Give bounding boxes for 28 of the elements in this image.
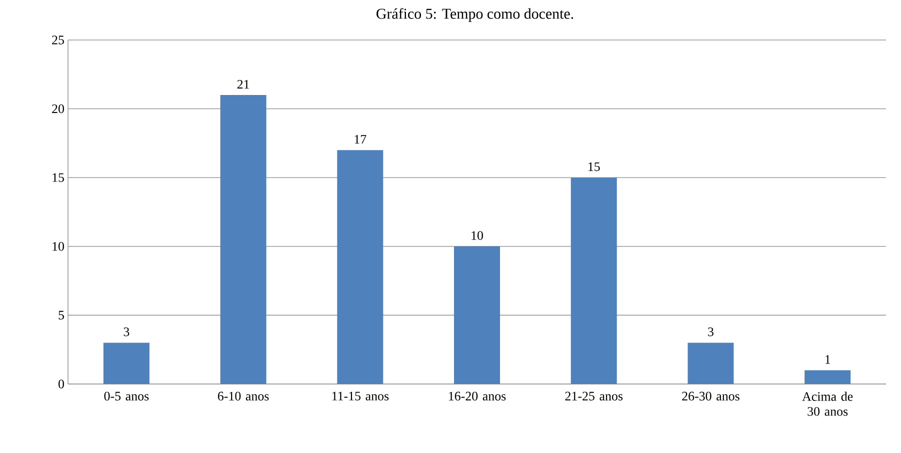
x-tick-label: 11-15 anos <box>332 392 389 400</box>
y-tick-label: 10 <box>52 242 64 251</box>
data-label: 10 <box>472 231 483 240</box>
x-tick-label: 16-20 anos <box>449 392 506 400</box>
bar <box>454 246 500 384</box>
data-label: 1 <box>825 355 830 364</box>
x-tick-label: 26-30 anos <box>682 392 740 400</box>
data-label: 15 <box>588 162 600 172</box>
x-tick-label: 6-10 anos <box>218 392 269 400</box>
bar <box>688 342 734 384</box>
data-label: 17 <box>354 135 366 144</box>
y-tick-label: 0 <box>58 380 64 388</box>
y-tick-label: 15 <box>52 173 64 182</box>
y-tick-label: 20 <box>52 104 64 114</box>
bar <box>220 95 266 384</box>
x-tick-label: 0-5 anos <box>104 392 149 400</box>
y-tick-label: 5 <box>58 310 64 320</box>
data-label: 21 <box>237 80 249 89</box>
y-tick-label: 25 <box>52 36 64 44</box>
bar <box>337 150 384 384</box>
bar <box>570 178 617 384</box>
chart-title: Gráfico 5: Tempo como docente. <box>376 8 574 22</box>
bar <box>103 342 150 384</box>
x-tick-label: 21-25 anos <box>565 392 623 400</box>
x-tick-label: Acima de 30 anos <box>802 392 853 416</box>
bar <box>804 370 851 384</box>
data-label: 3 <box>124 327 130 336</box>
data-label: 3 <box>708 327 714 336</box>
